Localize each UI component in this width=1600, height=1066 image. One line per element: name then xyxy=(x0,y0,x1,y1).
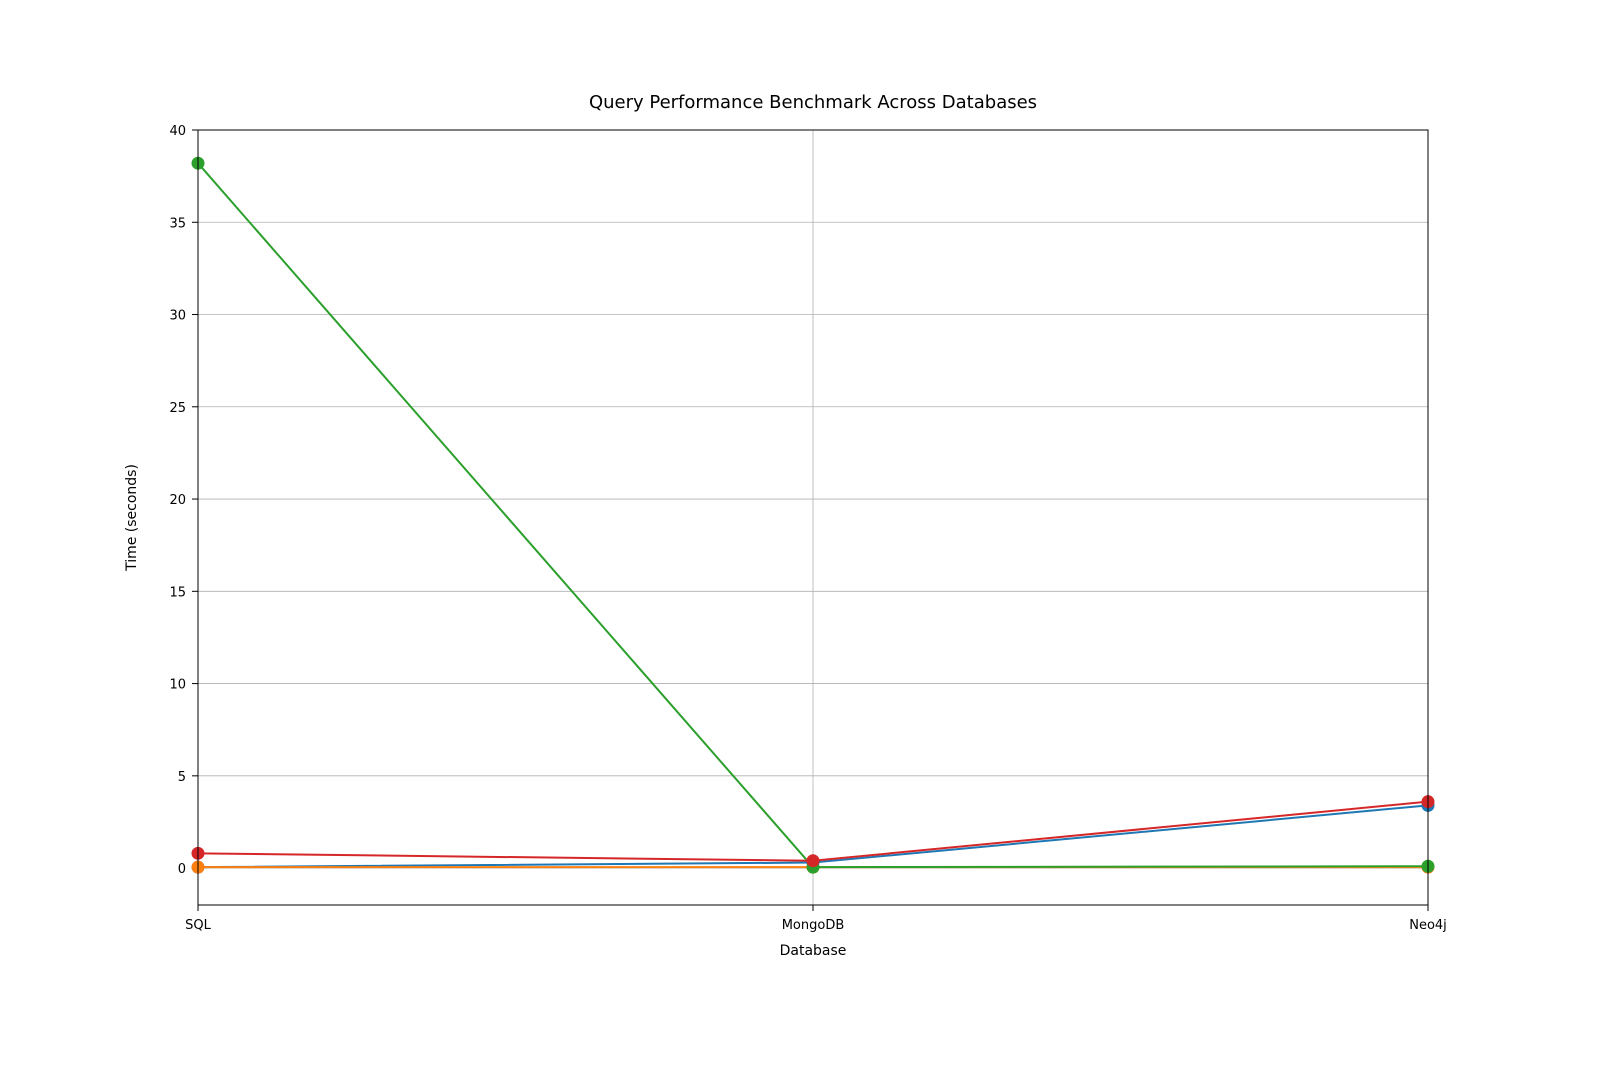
legend-swatch-marker xyxy=(1463,0,1475,6)
ytick-label: 15 xyxy=(169,585,186,600)
y-axis-label: Time (seconds) xyxy=(124,464,140,572)
ytick-label: 5 xyxy=(178,770,186,785)
legend-swatch-marker xyxy=(1463,0,1475,6)
legend-item-label: total_fare xyxy=(1491,0,1553,4)
legend: Query N select_bastotal_faresame_pickupda… xyxy=(1455,0,1560,152)
chart-title: Query Performance Benchmark Across Datab… xyxy=(589,92,1037,113)
chart-container: Query Performance Benchmark Across Datab… xyxy=(0,0,1600,1066)
legend-item-label: same_pick xyxy=(1491,0,1560,4)
legend-item-label: select_bas xyxy=(1491,0,1559,4)
series-marker xyxy=(807,855,819,867)
ytick-label: 35 xyxy=(169,216,186,231)
xtick-label: Neo4j xyxy=(1409,918,1447,933)
x-axis-label: Database xyxy=(780,943,847,959)
ytick-label: 0 xyxy=(178,862,186,877)
legend-swatch-marker xyxy=(1463,0,1475,6)
legend-swatch-marker xyxy=(1463,0,1475,6)
legend-title: Query N xyxy=(1505,137,1558,152)
xtick-label: SQL xyxy=(185,918,211,933)
xtick-label: MongoDB xyxy=(782,918,845,933)
ytick-label: 10 xyxy=(169,678,186,693)
benchmark-line-chart: Query Performance Benchmark Across Datab… xyxy=(0,0,1600,1066)
ytick-label: 30 xyxy=(169,309,186,324)
legend-item-label: update_fa xyxy=(1491,0,1556,4)
ytick-label: 20 xyxy=(169,493,186,508)
ytick-label: 40 xyxy=(169,124,186,139)
ytick-label: 25 xyxy=(169,401,186,416)
